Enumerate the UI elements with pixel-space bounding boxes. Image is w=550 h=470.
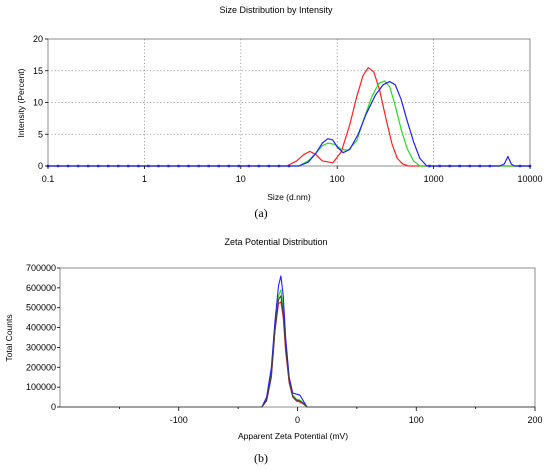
chart-b-caption: (b) — [254, 451, 268, 465]
chart-a-x-tick-label: 0.1 — [42, 174, 55, 184]
chart-a-point — [488, 164, 492, 168]
chart-b-x-tick-label: -100 — [170, 415, 188, 425]
chart-a-point — [448, 164, 451, 168]
chart-a-x-tick-label: 1 — [142, 174, 147, 184]
chart-a-y-tick-label: 0 — [38, 161, 43, 171]
chart-a-point — [478, 164, 481, 168]
chart-a-x-tick-label: 1000 — [424, 174, 444, 184]
chart-a-x-axis-label: Size (d.nm) — [267, 192, 311, 202]
chart-a-series-line-2 — [48, 80, 530, 167]
chart-a-series-line-3 — [48, 80, 530, 167]
chart-b-y-tick-label: 100000 — [26, 382, 56, 392]
chart-b-y-axis-label: Total Counts — [4, 314, 14, 361]
chart-a-point — [197, 164, 200, 168]
chart-a-point — [458, 164, 461, 168]
chart-a-ticks: 0.1 1 10 100 1000 10000 0 5 10 15 20 — [33, 34, 543, 184]
chart-b-series-line-4 — [60, 295, 535, 408]
chart-a-point — [127, 164, 130, 168]
chart-a-y-tick-label: 10 — [33, 98, 43, 108]
chart-a-point — [187, 164, 190, 168]
chart-b-title: Zeta Potential Distribution — [224, 237, 327, 247]
chart-a-y-axis-label: Intensity (Percent) — [16, 68, 26, 137]
chart-a-title: Size Distribution by Intensity — [219, 5, 333, 15]
chart-a-point — [267, 164, 271, 168]
chart-a-y-tick-label: 15 — [33, 66, 43, 76]
chart-b-y-tick-label: 700000 — [26, 263, 56, 273]
chart-a-point — [97, 164, 100, 168]
chart-a-point — [428, 164, 431, 168]
chart-b-series-line-2 — [60, 289, 535, 408]
chart-a-point — [207, 164, 210, 168]
chart-a-point — [518, 164, 522, 168]
chart-a-point — [107, 164, 110, 168]
chart-a-series-line-1 — [48, 66, 530, 167]
chart-b-series-line-1 — [60, 301, 535, 408]
chart-a-point — [137, 164, 140, 168]
chart-a-point — [257, 164, 261, 168]
chart-a-point — [247, 164, 251, 168]
chart-b-y-tick-label: 300000 — [26, 342, 56, 352]
chart-a-point — [287, 164, 291, 168]
chart-a-y-tick-label: 20 — [33, 34, 43, 44]
chart-a-point — [56, 164, 60, 168]
chart-a-grid — [48, 39, 530, 166]
chart-b-x-tick-label: 0 — [295, 415, 300, 425]
chart-a-point — [86, 164, 90, 168]
chart-b-series-line-3 — [60, 275, 535, 408]
chart-b-y-tick-label: 0 — [51, 402, 56, 412]
chart-a-point — [237, 164, 240, 168]
chart-b-y-tick-label: 200000 — [26, 362, 56, 372]
chart-a-point — [157, 164, 160, 168]
chart-a-point — [147, 164, 150, 168]
chart-a-point — [227, 164, 230, 168]
chart-b-series — [60, 275, 535, 408]
size-distribution-chart: Size Distribution by Intensity 0.1 1 10 100… — [16, 5, 543, 220]
chart-b-y-tick-label: 400000 — [26, 323, 56, 333]
chart-b-x-tick-label: 200 — [527, 415, 542, 425]
chart-a-point — [277, 164, 281, 168]
chart-a-x-tick-label: 10000 — [517, 174, 542, 184]
chart-a-y-tick-label: 5 — [38, 129, 43, 139]
chart-a-point — [438, 164, 441, 168]
chart-b-y-tick-label: 600000 — [26, 283, 56, 293]
chart-b-x-axis-label: Apparent Zeta Potential (mV) — [238, 431, 348, 441]
chart-a-x-tick-label: 10 — [236, 174, 246, 184]
chart-b-x-tick-label: 100 — [409, 415, 424, 425]
chart-b-ticks: -100 0 100 200 0 100000 200000 300000 400000 5000… — [26, 263, 543, 425]
chart-a-point — [167, 164, 170, 168]
zeta-potential-chart: Zeta Potential Distribution -100 0 100 2000… — [4, 237, 543, 465]
chart-a-point — [76, 164, 80, 168]
chart-b-y-tick-label: 500000 — [26, 303, 56, 313]
chart-a-point — [177, 164, 180, 168]
chart-a-x-tick-label: 100 — [330, 174, 345, 184]
chart-b-plot-area — [59, 267, 536, 408]
chart-a-point — [66, 164, 70, 168]
chart-a-point — [468, 164, 471, 168]
chart-a-point — [217, 164, 220, 168]
chart-a-series — [46, 66, 532, 168]
chart-a-point — [117, 164, 120, 168]
chart-a-caption: (a) — [254, 206, 267, 220]
